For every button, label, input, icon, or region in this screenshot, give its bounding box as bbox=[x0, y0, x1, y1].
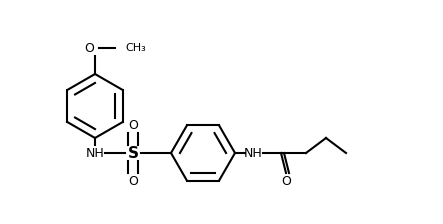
Text: O: O bbox=[128, 174, 138, 187]
Text: NH: NH bbox=[85, 146, 105, 159]
Text: NH: NH bbox=[244, 146, 262, 159]
Text: CH₃: CH₃ bbox=[125, 43, 146, 53]
Text: S: S bbox=[128, 146, 139, 161]
Text: O: O bbox=[128, 118, 138, 131]
Text: O: O bbox=[84, 41, 94, 54]
Text: O: O bbox=[281, 174, 291, 187]
